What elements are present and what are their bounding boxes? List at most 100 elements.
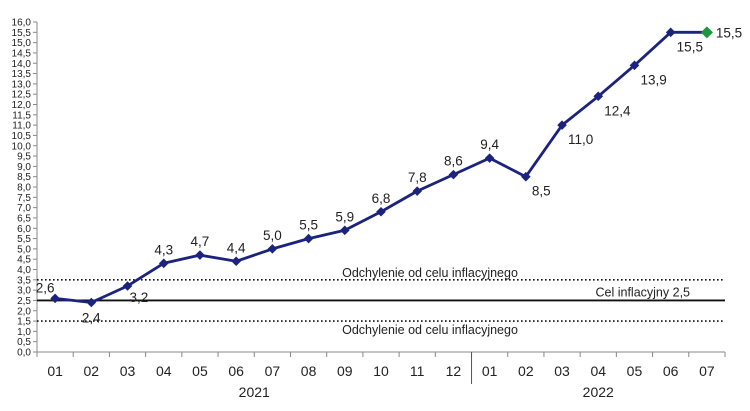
- data-label: 5,0: [263, 228, 282, 243]
- y-tick-label: 8,0: [17, 183, 31, 194]
- data-label: 9,4: [480, 137, 499, 152]
- y-tick-label: 15,0: [12, 38, 32, 49]
- x-tick-label: 06: [228, 363, 244, 379]
- y-tick-label: 8,5: [17, 172, 31, 183]
- y-tick-label: 7,0: [17, 203, 31, 214]
- data-label: 5,9: [335, 209, 354, 224]
- data-point-marker: [303, 233, 314, 244]
- y-tick-label: 14,0: [12, 59, 32, 70]
- reference-lines: Odchylenie od celu inflacyjnego Cel infla…: [37, 266, 725, 337]
- y-tick-label: 16,0: [12, 18, 32, 29]
- y-tick-label: 12,5: [12, 90, 32, 101]
- x-tick-label: 10: [373, 363, 389, 379]
- year-label: 2022: [583, 384, 614, 400]
- x-tick-label: 08: [301, 363, 317, 379]
- year-label: 2021: [239, 384, 270, 400]
- data-label: 12,4: [604, 103, 631, 118]
- x-tick-label: 04: [590, 363, 606, 379]
- data-label: 6,8: [372, 191, 391, 206]
- y-tick-label: 0,0: [17, 348, 31, 359]
- data-label: 8,5: [532, 184, 551, 199]
- data-point-marker: [339, 225, 350, 236]
- y-tick-label: 6,0: [17, 224, 31, 235]
- data-label: 4,7: [191, 234, 210, 249]
- data-point-marker: [665, 27, 676, 38]
- y-tick-label: 11,0: [12, 121, 31, 132]
- x-tick-label: 09: [337, 363, 353, 379]
- reference-label-target: Cel inflacyjny 2,5: [596, 285, 691, 299]
- data-point-marker: [448, 169, 459, 180]
- x-tick-label: 03: [554, 363, 570, 379]
- data-point-marker: [86, 297, 97, 308]
- y-tick-label: 4,5: [17, 255, 31, 266]
- y-tick-label: 3,0: [17, 286, 31, 297]
- x-tick-label: 02: [518, 363, 534, 379]
- data-label: 8,6: [444, 154, 463, 169]
- y-tick-label: 10,0: [12, 141, 32, 152]
- y-tick-label: 13,5: [12, 69, 32, 80]
- data-label: 4,4: [227, 240, 246, 255]
- x-tick-label: 12: [446, 363, 462, 379]
- x-tick-label: 02: [84, 363, 100, 379]
- data-label: 3,2: [130, 290, 149, 305]
- y-axis: 0,00,51,01,52,02,53,03,54,04,55,05,56,06…: [12, 18, 38, 359]
- data-point-marker: [412, 186, 423, 196]
- data-label: 2,4: [82, 311, 101, 326]
- y-tick-label: 1,5: [17, 317, 31, 328]
- data-point-marker: [267, 244, 278, 254]
- x-tick-label: 01: [47, 363, 63, 379]
- y-tick-label: 10,5: [12, 131, 32, 142]
- data-point-marker: [593, 91, 604, 102]
- y-tick-label: 7,5: [17, 193, 31, 204]
- y-tick-label: 5,5: [17, 234, 31, 245]
- data-label: 15,5: [716, 25, 742, 40]
- data-point-marker: [50, 293, 60, 304]
- x-tick-label: 11: [410, 363, 425, 379]
- y-tick-label: 9,0: [17, 162, 31, 173]
- data-point-marker: [700, 26, 713, 39]
- x-tick-label: 05: [627, 363, 643, 379]
- data-label: 15,5: [677, 39, 703, 54]
- data-point-marker: [122, 281, 133, 291]
- data-label: 5,5: [299, 218, 318, 233]
- y-tick-label: 11,5: [12, 110, 31, 121]
- y-tick-label: 2,5: [17, 296, 31, 307]
- data-point-marker: [195, 250, 205, 260]
- series-layer: 2,6 2,4 3,2 4,3 4,7 4,4 5,0 5,5 5,9 6,8 7,8 8,6 9,4 8…: [36, 25, 742, 325]
- y-tick-label: 3,5: [17, 275, 31, 286]
- y-tick-label: 1,0: [17, 327, 31, 338]
- y-tick-label: 14,5: [12, 48, 32, 59]
- y-tick-label: 13,0: [12, 79, 32, 90]
- data-point-marker: [629, 60, 640, 71]
- x-tick-label: 04: [156, 363, 172, 379]
- data-point-marker: [376, 206, 386, 217]
- y-tick-label: 12,0: [12, 100, 32, 111]
- x-tick-label: 03: [120, 363, 136, 379]
- series-line: [54, 30, 707, 304]
- data-label: 7,8: [408, 170, 427, 185]
- x-tick-label: 05: [192, 363, 208, 379]
- y-tick-label: 6,5: [17, 213, 31, 224]
- x-tick-label: 07: [265, 363, 281, 379]
- y-tick-label: 15,5: [12, 28, 32, 39]
- y-tick-label: 2,0: [17, 306, 31, 317]
- data-point-marker: [557, 120, 567, 130]
- y-tick-label: 9,5: [17, 152, 31, 163]
- y-tick-label: 0,5: [17, 337, 31, 348]
- x-axis: 01 02 03 04 05 06 07 08 09 10 11 12 01 02 03 04 05 06 07 20…: [36, 351, 726, 400]
- y-tick-label: 4,0: [17, 265, 31, 276]
- data-label: 11,0: [568, 132, 593, 147]
- data-label: 4,3: [154, 242, 173, 257]
- data-point-marker: [521, 171, 531, 182]
- reference-label-lower: Odchylenie od celu inflacyjnego: [342, 323, 518, 337]
- data-point-marker: [484, 153, 495, 163]
- x-tick-label: 07: [699, 363, 715, 379]
- reference-label-upper: Odchylenie od celu inflacyjnego: [342, 266, 518, 280]
- y-tick-label: 5,0: [17, 244, 31, 255]
- data-point-marker: [231, 256, 241, 267]
- data-label: 13,9: [640, 72, 666, 87]
- data-point-marker: [158, 258, 169, 269]
- x-tick-label: 01: [482, 363, 498, 379]
- x-tick-label: 06: [663, 363, 679, 379]
